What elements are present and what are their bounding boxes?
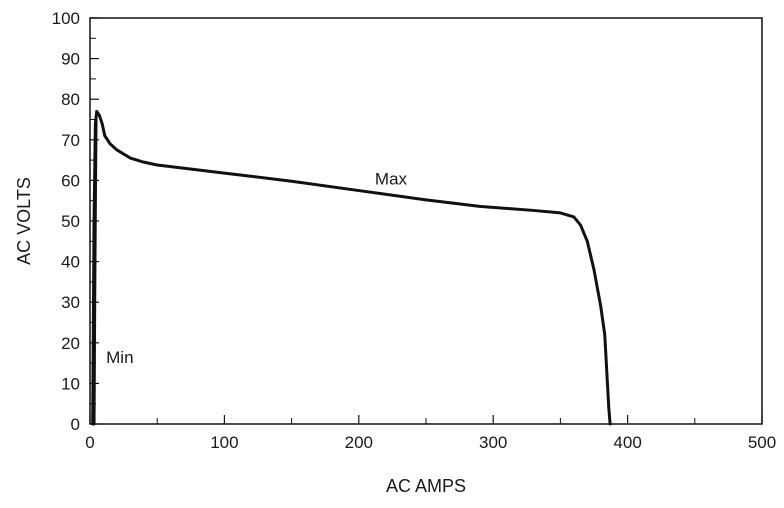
y-tick-label: 10 xyxy=(61,374,80,393)
series-min-line xyxy=(92,118,98,426)
y-tick-label: 90 xyxy=(61,50,80,69)
x-tick-label: 0 xyxy=(85,433,94,452)
series-max-line xyxy=(91,109,612,426)
x-axis: 0 100 200 300 400 500 xyxy=(85,415,776,452)
y-tick-label: 0 xyxy=(71,415,80,434)
y-tick-label: 70 xyxy=(61,131,80,150)
y-tick-label: 80 xyxy=(61,90,80,109)
y-tick-label: 50 xyxy=(61,212,80,231)
annotation-max: Max xyxy=(375,169,408,188)
y-tick-label: 100 xyxy=(52,9,80,28)
y-tick-label: 60 xyxy=(61,171,80,190)
annotation-min: Min xyxy=(106,348,133,367)
x-tick-label: 500 xyxy=(748,433,776,452)
x-tick-label: 300 xyxy=(479,433,507,452)
x-tick-label: 400 xyxy=(613,433,641,452)
series-group xyxy=(91,109,612,426)
y-axis-title: AC VOLTS xyxy=(14,177,34,265)
y-tick-label: 30 xyxy=(61,293,80,312)
x-tick-label: 200 xyxy=(345,433,373,452)
y-tick-label: 20 xyxy=(61,334,80,353)
x-axis-title: AC AMPS xyxy=(386,476,466,496)
plot-area xyxy=(89,17,763,425)
x-tick-label: 100 xyxy=(210,433,238,452)
y-tick-label: 40 xyxy=(61,253,80,272)
annotations: Max Min xyxy=(106,169,407,367)
y-axis: 0 10 20 30 40 50 60 70 80 90 100 xyxy=(52,9,99,434)
